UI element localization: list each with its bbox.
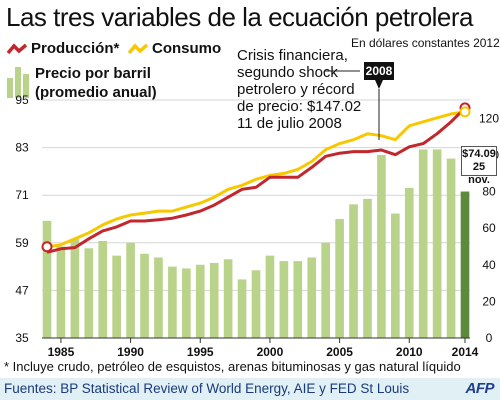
price-bar <box>154 257 163 338</box>
annotation-text: Crisis financiera, segundo shock petrole… <box>237 47 377 132</box>
right-axis-tick-label: 60 <box>482 221 496 235</box>
annotation-line: Crisis financiera, <box>237 47 348 64</box>
price-bar <box>265 255 275 338</box>
current-price-date: 25 nov. <box>468 161 490 186</box>
price-bar <box>321 242 330 338</box>
legend-production-label: Producción* <box>31 40 120 57</box>
right-axis-tick-label: 20 <box>482 294 496 308</box>
left-axis-tick-label: 95 <box>15 93 29 107</box>
left-axis-tick-label: 71 <box>15 188 29 202</box>
annotation-line: petrolero y récord <box>237 81 355 98</box>
price-bar <box>84 248 94 338</box>
right-axis-tick-label: 40 <box>482 258 496 272</box>
legend-consumption: Consumo <box>127 40 221 57</box>
legend-production: Producción* <box>6 40 119 57</box>
x-axis-tick-label: 2014 <box>452 345 479 359</box>
price-bar <box>168 266 177 338</box>
legend-price-label: Precio por barril <box>35 65 151 82</box>
price-bar <box>432 149 442 338</box>
price-bar <box>56 246 66 338</box>
right-axis-tick-label: 80 <box>482 185 496 199</box>
price-bar <box>98 240 108 338</box>
price-bar <box>446 158 456 338</box>
legend-price: Precio por barril (promedio anual) <box>6 64 157 102</box>
chart-axes: 3547597183950204060801001201985199019952… <box>15 93 499 359</box>
x-axis-tick-label: 2005 <box>326 345 353 359</box>
price-bar <box>223 259 233 338</box>
left-axis-tick-label: 35 <box>15 331 29 345</box>
price-bar <box>460 191 470 338</box>
price-bar <box>42 220 52 338</box>
sources: Fuentes: BP Statistical Review of World … <box>4 381 410 396</box>
annotation-line: de precio: $147.02 <box>237 98 362 115</box>
sources-bar: Fuentes: BP Statistical Review of World … <box>0 378 500 400</box>
x-axis-tick-label: 2000 <box>257 345 284 359</box>
price-bar <box>70 239 80 338</box>
x-axis-tick-label: 1990 <box>117 345 144 359</box>
price-bar <box>126 242 135 338</box>
production-swatch-icon <box>6 42 28 54</box>
price-bar <box>307 257 317 338</box>
left-axis-tick-label: 47 <box>15 283 29 297</box>
price-bar <box>237 279 247 338</box>
x-axis-tick-label: 1995 <box>187 345 214 359</box>
left-axis-tick-label: 59 <box>15 236 29 250</box>
price-bar <box>377 154 386 338</box>
afp-logo: AFP <box>465 380 495 397</box>
price-bar <box>182 268 191 338</box>
price-bars-swatch-icon <box>7 67 29 98</box>
price-bar <box>349 204 358 338</box>
footnote: * Incluye crudo, petróleo de esquistos, … <box>4 359 461 374</box>
price-bar <box>195 264 205 338</box>
price-bar <box>391 213 400 338</box>
units-label: En dólares constantes 2012 <box>351 36 500 50</box>
annotation-line: segundo shock <box>237 64 338 81</box>
production-line <box>46 106 467 254</box>
x-axis-tick-label: 1985 <box>48 345 75 359</box>
price-bar <box>404 187 414 338</box>
page-title: Las tres variables de la ecuación petrol… <box>6 2 474 32</box>
right-axis-tick-label: 120 <box>479 111 499 125</box>
right-axis-tick-label: 0 <box>486 331 493 345</box>
marker-2008-label: 2008 <box>366 64 393 78</box>
price-bar <box>279 261 289 338</box>
price-bars <box>42 149 470 338</box>
price-bar <box>112 255 121 338</box>
consumption-marker <box>459 106 471 118</box>
current-price: $74.09 <box>462 148 496 160</box>
current-price-callout: $74.09 25 nov. <box>461 146 497 186</box>
price-bar <box>251 270 261 338</box>
marker-2008-tag <box>364 62 394 89</box>
annotation-2008-marker: 2008 <box>325 62 394 140</box>
consumption-swatch-icon <box>127 42 149 54</box>
production-marker <box>41 241 53 253</box>
price-bar <box>293 261 303 338</box>
legend-price-sublabel: (promedio anual) <box>35 84 157 101</box>
price-bar <box>209 262 219 338</box>
price-bar <box>335 219 344 338</box>
annotation-line: 11 de julio 2008 <box>237 115 342 132</box>
left-axis-tick-label: 83 <box>15 141 29 155</box>
x-axis-tick-label: 2010 <box>396 345 423 359</box>
consumption-line <box>46 110 466 249</box>
legend-consumption-label: Consumo <box>152 40 222 57</box>
series-lines <box>41 102 471 254</box>
price-bar <box>140 253 149 338</box>
price-bar <box>363 198 372 338</box>
price-bar <box>418 149 428 338</box>
